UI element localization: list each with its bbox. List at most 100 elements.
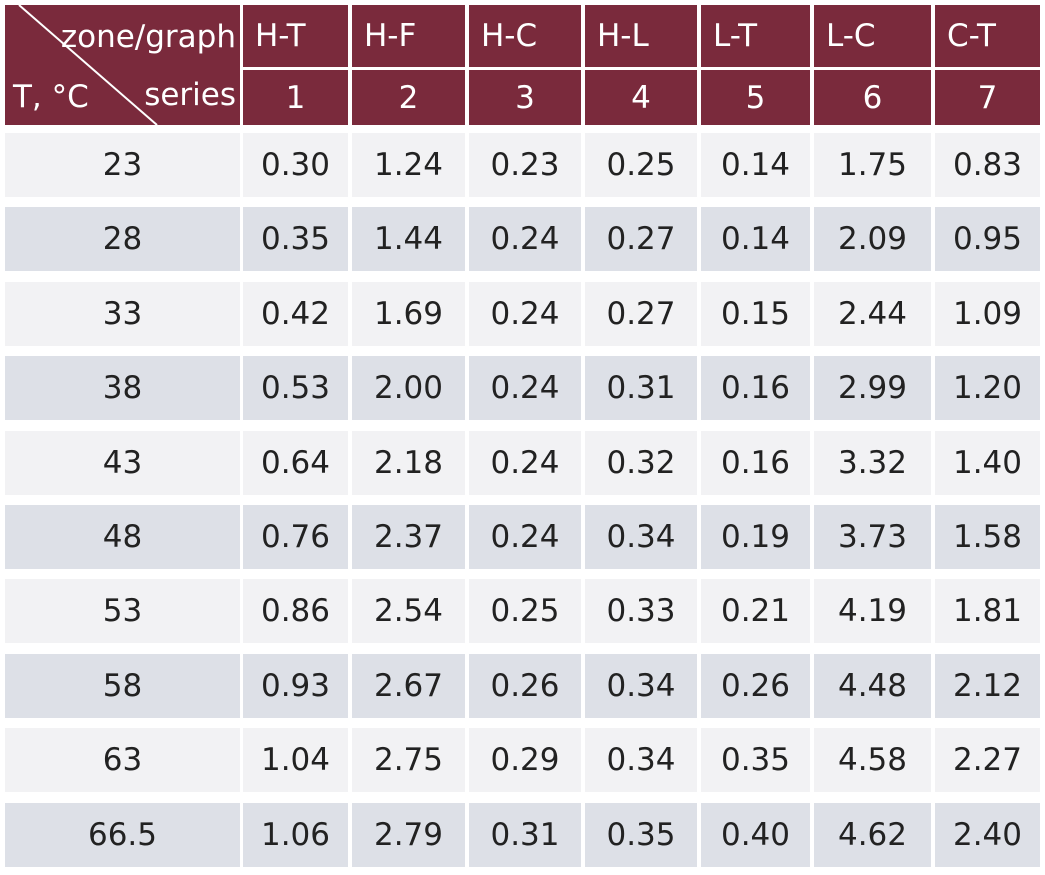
value-cell: 2.79 bbox=[352, 802, 465, 867]
value-cell: 4.62 bbox=[814, 802, 931, 867]
value-cell: 0.24 bbox=[469, 356, 581, 421]
value-cell: 0.64 bbox=[243, 430, 348, 495]
temperature-cell: 63 bbox=[5, 728, 240, 793]
value-cell: 2.09 bbox=[814, 207, 931, 272]
value-cell: 2.54 bbox=[352, 579, 465, 644]
temperature-cell: 38 bbox=[5, 356, 240, 421]
value-cell: 0.53 bbox=[243, 356, 348, 421]
value-cell: 0.33 bbox=[585, 579, 697, 644]
zone-header: H-F bbox=[352, 5, 465, 67]
temperature-cell: 23 bbox=[5, 133, 240, 197]
value-cell: 0.31 bbox=[585, 356, 697, 421]
value-cell: 0.31 bbox=[469, 802, 581, 867]
zone-header: H-T bbox=[243, 5, 348, 67]
value-cell: 0.32 bbox=[585, 430, 697, 495]
series-header: 1 bbox=[243, 70, 348, 125]
value-cell: 0.35 bbox=[701, 728, 810, 793]
value-cell: 0.40 bbox=[701, 802, 810, 867]
value-cell: 1.20 bbox=[935, 356, 1040, 421]
value-cell: 0.23 bbox=[469, 133, 581, 197]
zone-header: L-T bbox=[701, 5, 810, 67]
temperature-cell: 58 bbox=[5, 653, 240, 718]
value-cell: 0.19 bbox=[701, 505, 810, 569]
value-cell: 0.27 bbox=[585, 281, 697, 346]
value-cell: 0.95 bbox=[935, 207, 1040, 272]
value-cell: 2.18 bbox=[352, 430, 465, 495]
value-cell: 3.32 bbox=[814, 430, 931, 495]
value-cell: 0.34 bbox=[585, 505, 697, 569]
value-cell: 0.24 bbox=[469, 207, 581, 272]
value-cell: 0.14 bbox=[701, 133, 810, 197]
value-cell: 0.30 bbox=[243, 133, 348, 197]
value-cell: 1.81 bbox=[935, 579, 1040, 644]
value-cell: 0.15 bbox=[701, 281, 810, 346]
value-cell: 1.40 bbox=[935, 430, 1040, 495]
value-cell: 0.24 bbox=[469, 281, 581, 346]
value-cell: 0.29 bbox=[469, 728, 581, 793]
zone-header: H-L bbox=[585, 5, 697, 67]
value-cell: 0.14 bbox=[701, 207, 810, 272]
value-cell: 0.35 bbox=[243, 207, 348, 272]
value-cell: 0.26 bbox=[469, 653, 581, 718]
value-cell: 0.21 bbox=[701, 579, 810, 644]
value-cell: 2.99 bbox=[814, 356, 931, 421]
temperature-cell: 28 bbox=[5, 207, 240, 272]
value-cell: 0.83 bbox=[935, 133, 1040, 197]
value-cell: 0.93 bbox=[243, 653, 348, 718]
value-cell: 1.69 bbox=[352, 281, 465, 346]
zone-header: C-T bbox=[935, 5, 1040, 67]
value-cell: 0.34 bbox=[585, 728, 697, 793]
value-cell: 4.58 bbox=[814, 728, 931, 793]
temperature-cell: 48 bbox=[5, 505, 240, 569]
value-cell: 2.67 bbox=[352, 653, 465, 718]
series-header: 4 bbox=[585, 70, 697, 125]
corner-cell: zone/graph T, °C series bbox=[5, 5, 240, 125]
value-cell: 0.27 bbox=[585, 207, 697, 272]
value-cell: 2.75 bbox=[352, 728, 465, 793]
zone-header: H-C bbox=[469, 5, 581, 67]
temperature-cell: 53 bbox=[5, 579, 240, 644]
value-cell: 1.75 bbox=[814, 133, 931, 197]
corner-diagonal bbox=[18, 5, 158, 125]
value-cell: 3.73 bbox=[814, 505, 931, 569]
corner-bottom-right: series bbox=[144, 77, 236, 113]
value-cell: 1.44 bbox=[352, 207, 465, 272]
value-cell: 2.27 bbox=[935, 728, 1040, 793]
value-cell: 0.42 bbox=[243, 281, 348, 346]
value-cell: 1.24 bbox=[352, 133, 465, 197]
value-cell: 0.25 bbox=[585, 133, 697, 197]
temperature-cell: 33 bbox=[5, 281, 240, 346]
series-header: 7 bbox=[935, 70, 1040, 125]
temperature-cell: 66.5 bbox=[5, 802, 240, 867]
value-cell: 1.06 bbox=[243, 802, 348, 867]
value-cell: 0.34 bbox=[585, 653, 697, 718]
value-cell: 1.04 bbox=[243, 728, 348, 793]
value-cell: 1.58 bbox=[935, 505, 1040, 569]
value-cell: 0.24 bbox=[469, 430, 581, 495]
value-cell: 0.25 bbox=[469, 579, 581, 644]
series-header: 5 bbox=[701, 70, 810, 125]
series-header: 6 bbox=[814, 70, 931, 125]
value-cell: 0.26 bbox=[701, 653, 810, 718]
value-cell: 0.86 bbox=[243, 579, 348, 644]
value-cell: 0.76 bbox=[243, 505, 348, 569]
value-cell: 4.19 bbox=[814, 579, 931, 644]
value-cell: 0.16 bbox=[701, 356, 810, 421]
value-cell: 1.09 bbox=[935, 281, 1040, 346]
value-cell: 0.24 bbox=[469, 505, 581, 569]
value-cell: 0.16 bbox=[701, 430, 810, 495]
value-cell: 4.48 bbox=[814, 653, 931, 718]
series-header: 3 bbox=[469, 70, 581, 125]
corner-bottom-left: T, °C bbox=[13, 79, 89, 115]
value-cell: 2.00 bbox=[352, 356, 465, 421]
zone-header: L-C bbox=[814, 5, 931, 67]
value-cell: 2.40 bbox=[935, 802, 1040, 867]
value-cell: 2.12 bbox=[935, 653, 1040, 718]
series-header: 2 bbox=[352, 70, 465, 125]
value-cell: 2.37 bbox=[352, 505, 465, 569]
corner-top: zone/graph bbox=[60, 19, 236, 55]
value-cell: 2.44 bbox=[814, 281, 931, 346]
value-cell: 0.35 bbox=[585, 802, 697, 867]
temperature-cell: 43 bbox=[5, 430, 240, 495]
